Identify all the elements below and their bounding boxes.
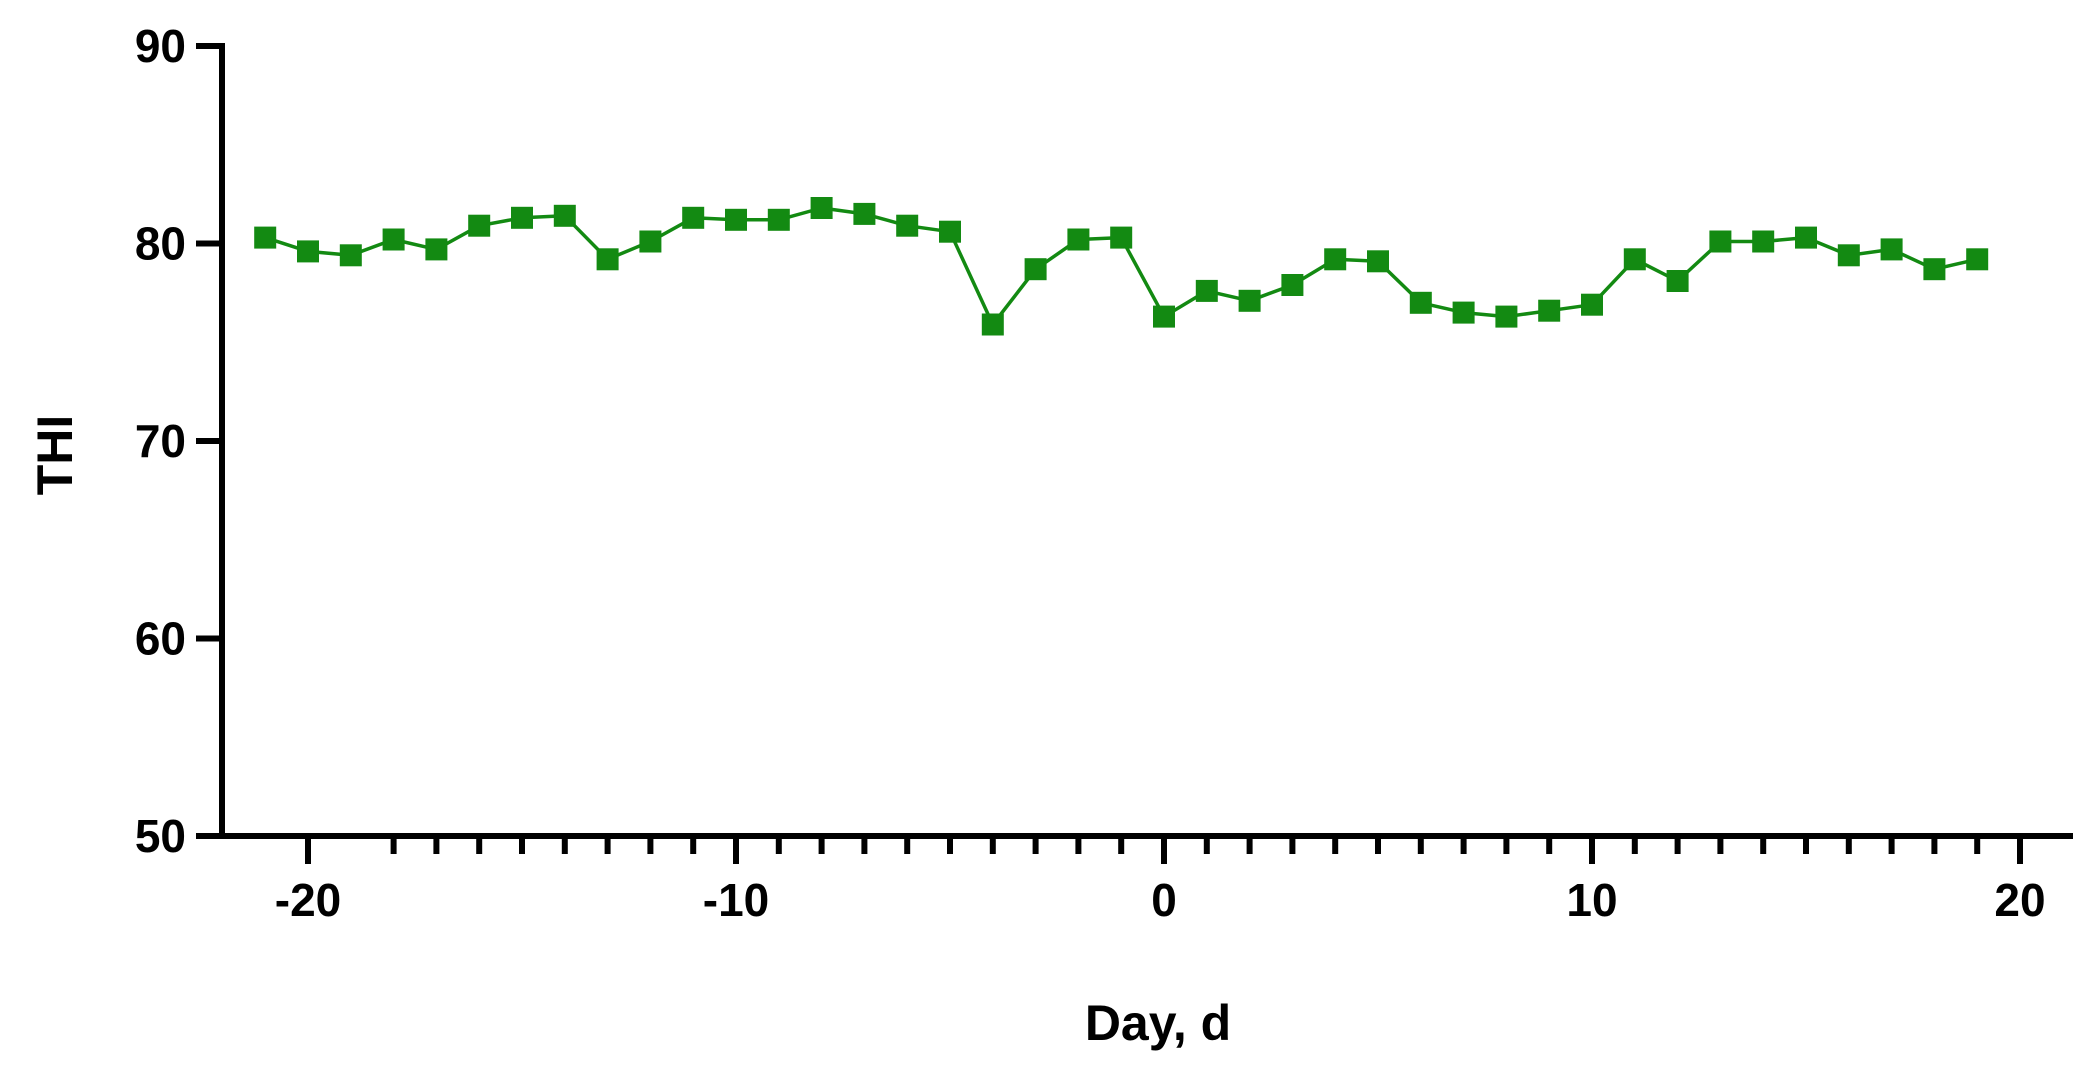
x-axis: -20 -10 0 10 20 bbox=[219, 833, 2073, 926]
data-point-marker bbox=[1024, 258, 1047, 281]
data-point-marker bbox=[1666, 270, 1689, 292]
data-point-marker bbox=[639, 230, 662, 253]
data-point-marker bbox=[596, 248, 619, 271]
data-point-marker bbox=[981, 313, 1004, 336]
data-point-marker bbox=[1195, 279, 1218, 302]
data-point-marker bbox=[468, 214, 491, 237]
x-tick-label: -10 bbox=[703, 874, 769, 926]
y-axis: 50 60 70 80 90 bbox=[135, 20, 225, 862]
x-tick-label: -20 bbox=[275, 874, 341, 926]
x-tick-label: 0 bbox=[1151, 874, 1177, 926]
data-point-marker bbox=[725, 208, 747, 231]
data-point-marker bbox=[939, 220, 961, 243]
data-point-marker bbox=[682, 206, 705, 229]
data-point-marker bbox=[1837, 244, 1860, 267]
data-point-marker bbox=[382, 228, 405, 251]
data-point-marker bbox=[1281, 274, 1304, 296]
data-point-marker bbox=[1709, 230, 1732, 253]
data-point-marker bbox=[1110, 226, 1133, 249]
data-point-marker bbox=[1923, 258, 1946, 281]
data-point-marker bbox=[1966, 248, 1989, 271]
data-point-marker bbox=[1752, 230, 1775, 253]
data-point-marker bbox=[1880, 238, 1903, 261]
data-point-marker bbox=[896, 214, 919, 237]
data-point-marker bbox=[339, 244, 362, 267]
data-point-marker bbox=[1367, 250, 1389, 273]
data-point-marker bbox=[1623, 248, 1646, 271]
data-point-marker bbox=[853, 202, 876, 225]
y-tick-label: 60 bbox=[135, 613, 186, 665]
data-point-marker bbox=[810, 197, 833, 219]
data-point-marker bbox=[1495, 305, 1518, 328]
x-axis-title: Day, d bbox=[1085, 995, 1231, 1051]
data-point-marker bbox=[1153, 305, 1175, 328]
data-point-marker bbox=[297, 240, 319, 263]
data-point-marker bbox=[553, 204, 576, 227]
x-tick-label: 10 bbox=[1566, 874, 1617, 926]
data-point-marker bbox=[1067, 228, 1090, 251]
x-tick-label: 20 bbox=[1994, 874, 2045, 926]
data-point-marker bbox=[254, 226, 277, 249]
data-point-marker bbox=[1581, 293, 1603, 316]
data-point-marker bbox=[1452, 301, 1475, 324]
data-point-marker bbox=[767, 208, 790, 231]
y-tick-label: 80 bbox=[135, 218, 186, 270]
data-point-marker bbox=[425, 238, 448, 261]
series-layer bbox=[254, 197, 1989, 336]
data-point-marker bbox=[1324, 248, 1347, 271]
y-tick-label: 50 bbox=[135, 810, 186, 862]
y-tick-label: 90 bbox=[135, 20, 186, 72]
data-point-marker bbox=[1409, 291, 1432, 314]
y-axis-title: THI bbox=[27, 415, 83, 496]
data-point-marker bbox=[1238, 289, 1261, 312]
data-point-marker bbox=[1538, 299, 1561, 322]
data-point-marker bbox=[511, 206, 533, 229]
data-point-marker bbox=[1795, 226, 1817, 249]
y-tick-label: 70 bbox=[135, 415, 186, 467]
